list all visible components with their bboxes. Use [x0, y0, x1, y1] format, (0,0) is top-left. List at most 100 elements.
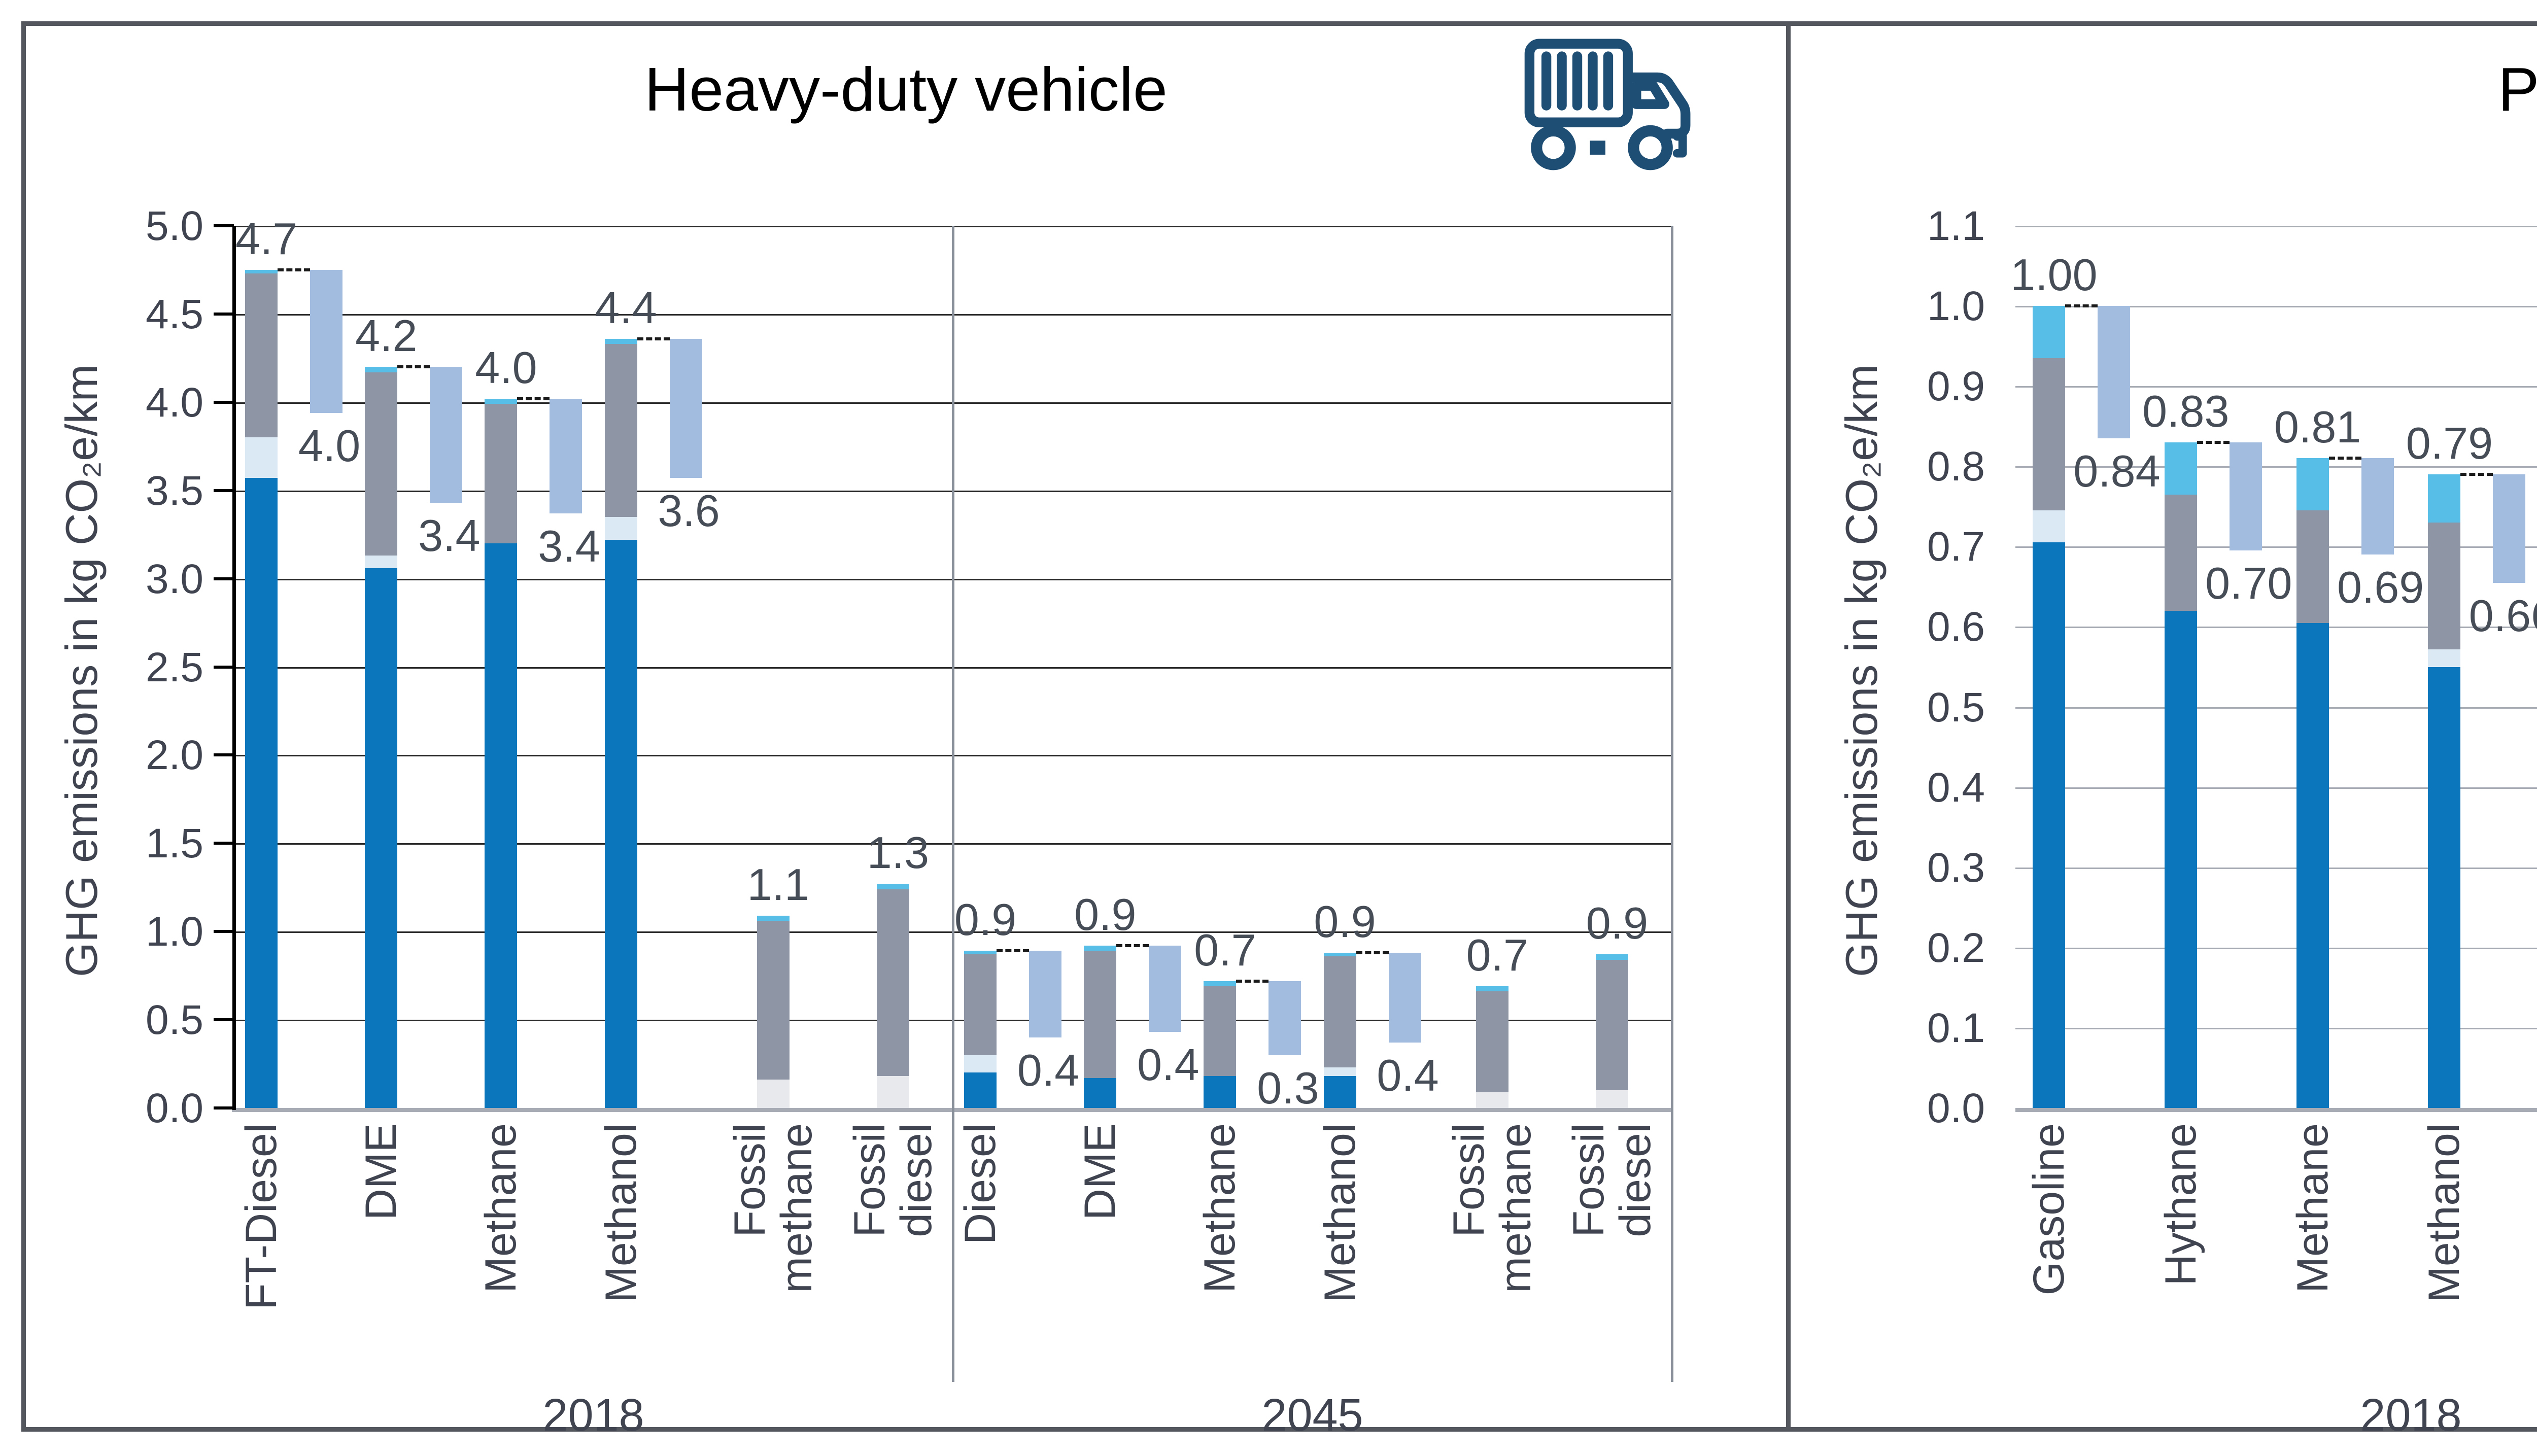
- net-label: 3.6: [658, 486, 720, 536]
- group-separator: [952, 226, 954, 1382]
- co2-capture-bar: [2097, 306, 2130, 438]
- bar-segment-vehicle_construction: [365, 367, 398, 372]
- bar-segment-vehicle_construction: [1323, 952, 1356, 956]
- y-axis-tick: [214, 224, 234, 227]
- x-axis-label: Methanol: [596, 1123, 645, 1303]
- co2-capture-bar: [669, 338, 702, 478]
- bar-segment-vehicle_use: [964, 954, 997, 1055]
- x-axis-label: Fossil diesel: [1564, 1123, 1660, 1237]
- bar-segment-vehicle_construction: [1476, 986, 1509, 992]
- capture-connector: [1116, 944, 1149, 948]
- bar-segment-vehicle_use: [1204, 986, 1237, 1077]
- bar-segment-vehicle_construction: [876, 884, 909, 889]
- bar-segment-vehicle_construction: [1084, 946, 1117, 951]
- bar-segment-vehicle_construction: [2296, 458, 2329, 511]
- y-tick-label: 1.0: [1927, 283, 1985, 330]
- y-axis-tick: [214, 1106, 234, 1110]
- bar-segment-vehicle_construction: [2164, 442, 2197, 495]
- co2-capture-bar: [310, 269, 343, 413]
- x-axis-label: DME: [1076, 1123, 1125, 1221]
- bar-segment-vehicle_use: [2164, 494, 2197, 611]
- y-tick-label: 1.1: [1927, 203, 1985, 249]
- capture-connector: [2328, 457, 2361, 460]
- x-axis-label: Gasoline: [2024, 1123, 2073, 1296]
- bar-segment-synthesis: [365, 556, 398, 568]
- figure-border: [21, 21, 2537, 1432]
- x-axis-line: [2015, 1108, 2537, 1112]
- y-tick-label: 0.1: [1927, 1004, 1985, 1051]
- bar-segment-vehicle_use: [1084, 951, 1117, 1078]
- bar-segment-hydrogen: [365, 568, 398, 1108]
- net-label: 0.4: [1137, 1039, 1199, 1090]
- chart-title-passenger-car: Passenger car: [2498, 55, 2537, 124]
- y-tick-label: 0.7: [1927, 524, 1985, 570]
- y-tick-label: 0.0: [146, 1085, 203, 1131]
- co2-capture-bar: [2493, 474, 2526, 583]
- bar-segment-hydrogen: [485, 543, 518, 1108]
- x-axis-label: DME: [357, 1123, 406, 1221]
- co2-capture-bar: [430, 367, 463, 503]
- bar-segment-hydrogen: [1084, 1078, 1117, 1108]
- bar-segment-hydrogen: [1323, 1076, 1356, 1108]
- y-tick-label: 2.0: [146, 732, 203, 779]
- total-label: 1.3: [867, 827, 930, 878]
- capture-connector: [637, 337, 670, 340]
- bar-segment-vehicle_use: [485, 404, 518, 544]
- y-tick-label: 0.3: [1927, 844, 1985, 891]
- gridline: [2015, 947, 2537, 949]
- total-label: 4.7: [235, 213, 298, 264]
- x-axis-label: Diesel: [956, 1123, 1005, 1244]
- net-label: 0.69: [2337, 562, 2424, 613]
- bar-segment-hydrogen: [2164, 610, 2197, 1108]
- y-tick-label: 0.6: [1927, 604, 1985, 650]
- bar-segment-synthesis: [1323, 1067, 1356, 1077]
- co2-capture-bar: [1149, 946, 1182, 1032]
- y-tick-label: 0.4: [1927, 764, 1985, 811]
- y-tick-label: 1.0: [146, 909, 203, 955]
- x-axis-label: Methanol: [2420, 1123, 2469, 1303]
- x-axis-label: Methanol: [1315, 1123, 1364, 1303]
- bar-segment-vehicle_use: [1476, 991, 1509, 1092]
- bar-segment-synthesis: [604, 516, 637, 540]
- bar-segment-vehicle_use: [2032, 358, 2065, 511]
- panel-passenger-car: Passenger car GHG emissions in kg CO₂e/k…: [1791, 26, 2537, 1441]
- gridline: [2015, 867, 2537, 869]
- x-axis-label: Fossil methane: [1444, 1123, 1540, 1293]
- capture-connector: [2197, 440, 2230, 444]
- co2-capture-bar: [1029, 951, 1062, 1037]
- net-label: 0.66: [2469, 590, 2537, 641]
- bar-segment-synthesis: [245, 437, 278, 478]
- chart-title-heavy-duty: Heavy-duty vehicle: [644, 55, 1168, 124]
- y-axis-tick: [214, 577, 234, 580]
- bar-segment-synthesis: [964, 1055, 997, 1073]
- bar-segment-vehicle_construction: [757, 915, 790, 921]
- x-axis-label: Methane: [1195, 1123, 1245, 1293]
- total-label: 0.9: [1586, 898, 1649, 949]
- x-axis-label: FT-Diesel: [237, 1123, 286, 1310]
- co2-capture-bar: [550, 398, 582, 513]
- bar-segment-vehicle_use: [245, 273, 278, 438]
- x-axis-label: Hythane: [2156, 1123, 2205, 1286]
- y-axis-tick: [214, 930, 234, 933]
- bar-segment-hydrogen: [2428, 667, 2461, 1108]
- bar-segment-hydrogen: [2296, 622, 2329, 1108]
- y-tick-label: 1.5: [146, 820, 203, 867]
- y-tick-label: 0.0: [1927, 1085, 1985, 1131]
- net-label: 0.4: [1377, 1050, 1439, 1101]
- net-label: 3.4: [418, 510, 481, 561]
- bar-segment-vehicle_construction: [2032, 306, 2065, 358]
- total-label: 4.2: [355, 310, 418, 361]
- y-tick-label: 3.0: [146, 556, 203, 602]
- total-label: 4.4: [595, 282, 657, 333]
- bar-segment-synthesis: [2428, 649, 2461, 667]
- y-tick-label: 0.2: [1927, 924, 1985, 971]
- gridline: [2015, 466, 2537, 468]
- total-label: 4.0: [475, 342, 537, 393]
- y-axis-tick: [214, 1018, 234, 1022]
- y-axis-tick: [214, 489, 234, 492]
- bar-segment-vehicle_use: [2428, 522, 2461, 649]
- y-tick-label: 5.0: [146, 203, 203, 249]
- capture-connector: [1236, 979, 1269, 983]
- co2-capture-bar: [1268, 981, 1301, 1055]
